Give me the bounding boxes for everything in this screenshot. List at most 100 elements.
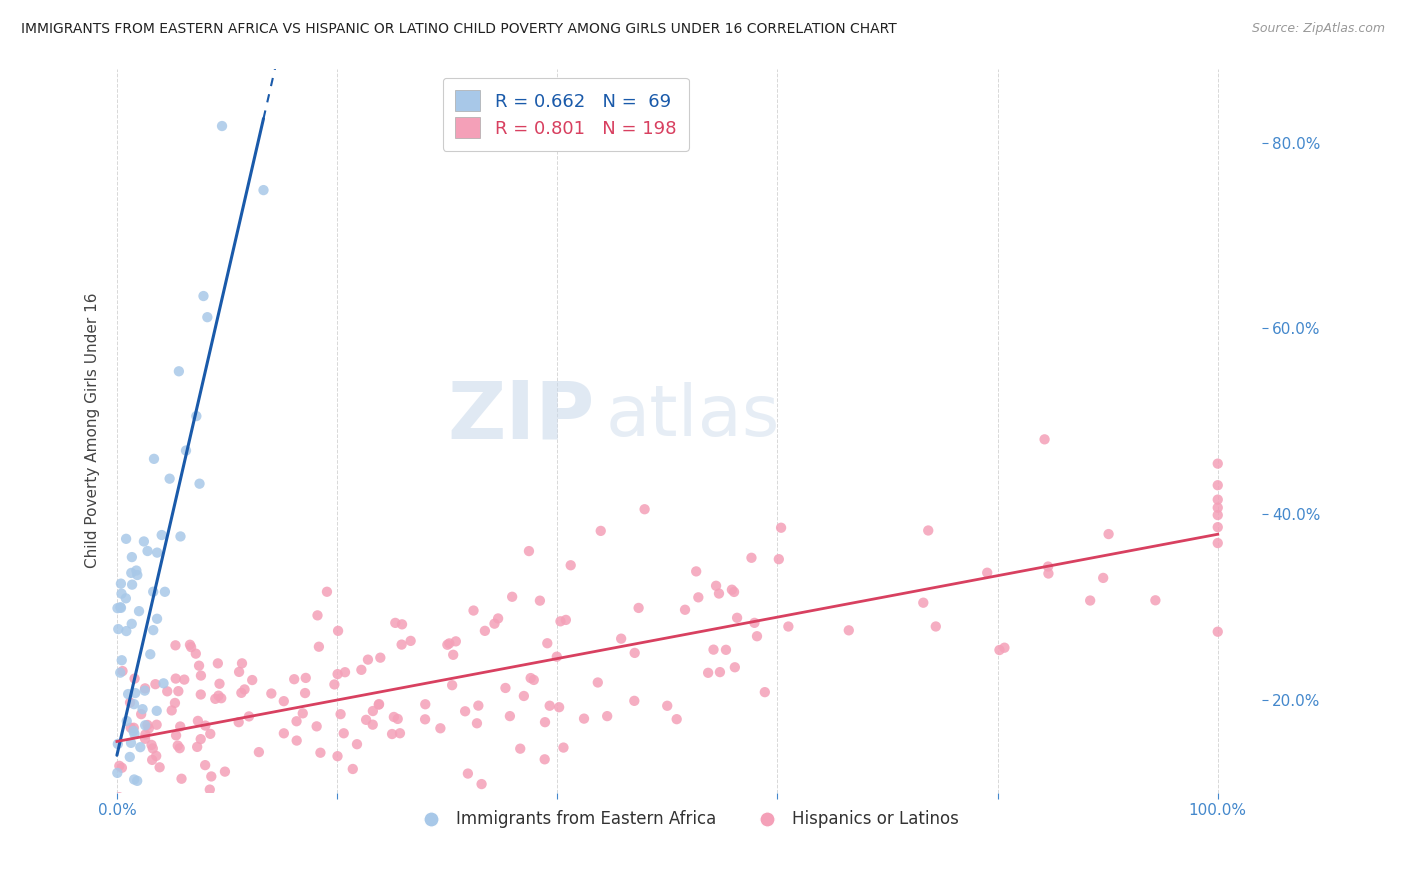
Point [129, 707, 152, 722]
Point [589, 524, 612, 538]
Point [534, 715, 557, 730]
Point [107, 831, 129, 846]
Point [1206, 624, 1229, 639]
Point [329, 707, 352, 722]
Point [125, 564, 148, 578]
Point [260, 807, 283, 822]
Point [291, 706, 314, 721]
Point [474, 624, 496, 638]
Point [115, 714, 138, 728]
Point [1206, 508, 1229, 522]
Text: Source: ZipAtlas.com: Source: ZipAtlas.com [1251, 22, 1385, 36]
Point [124, 686, 146, 700]
Point [1036, 559, 1059, 574]
Point [770, 521, 793, 535]
Point [550, 615, 572, 629]
Point [1206, 457, 1229, 471]
Point [307, 608, 329, 623]
Point [413, 712, 436, 726]
Point [145, 704, 167, 718]
Point [117, 827, 139, 841]
Point [190, 732, 212, 747]
Point [134, 683, 156, 698]
Point [623, 646, 645, 660]
Point [200, 727, 222, 741]
Point [180, 640, 202, 654]
Point [294, 671, 316, 685]
Point [509, 741, 531, 756]
Point [211, 119, 233, 133]
Point [536, 636, 558, 650]
Point [714, 643, 737, 657]
Point [127, 773, 149, 788]
Point [326, 624, 349, 638]
Point [120, 721, 142, 735]
Point [721, 582, 744, 597]
Point [111, 832, 134, 847]
Point [465, 716, 488, 731]
Point [145, 748, 167, 763]
Point [976, 566, 998, 580]
Point [702, 642, 724, 657]
Point [560, 558, 582, 573]
Point [1092, 571, 1115, 585]
Point [142, 741, 165, 756]
Point [134, 731, 156, 746]
Point [131, 702, 153, 716]
Point [170, 772, 193, 786]
Point [110, 600, 132, 615]
Point [925, 619, 948, 633]
Point [484, 616, 506, 631]
Point [725, 611, 748, 625]
Point [724, 660, 747, 674]
Point [186, 739, 208, 754]
Point [138, 722, 160, 736]
Point [333, 665, 356, 680]
Point [200, 769, 222, 783]
Point [139, 647, 162, 661]
Point [165, 672, 187, 686]
Point [704, 579, 727, 593]
Point [912, 596, 935, 610]
Point [294, 686, 316, 700]
Point [707, 586, 730, 600]
Point [110, 576, 132, 591]
Point [252, 183, 274, 197]
Point [429, 721, 451, 735]
Point [122, 826, 145, 840]
Point [273, 694, 295, 708]
Point [231, 686, 253, 700]
Point [494, 681, 516, 695]
Point [122, 772, 145, 787]
Point [623, 694, 645, 708]
Point [685, 565, 707, 579]
Point [167, 684, 190, 698]
Point [441, 648, 464, 662]
Point [533, 752, 555, 766]
Point [326, 667, 349, 681]
Legend: Immigrants from Eastern Africa, Hispanics or Latinos: Immigrants from Eastern Africa, Hispanic… [408, 804, 965, 835]
Point [135, 796, 157, 810]
Point [134, 727, 156, 741]
Point [188, 476, 211, 491]
Point [993, 640, 1015, 655]
Point [370, 650, 392, 665]
Point [454, 704, 477, 718]
Point [326, 749, 349, 764]
Point [105, 832, 128, 847]
Point [187, 714, 209, 728]
Point [697, 665, 720, 680]
Point [107, 601, 129, 615]
Point [285, 733, 308, 747]
Point [169, 741, 191, 756]
Point [838, 624, 860, 638]
Point [120, 566, 142, 580]
Point [143, 451, 166, 466]
Point [127, 568, 149, 582]
Point [1206, 536, 1229, 550]
Point [111, 664, 134, 678]
Point [120, 736, 142, 750]
Point [436, 638, 458, 652]
Point [163, 696, 186, 710]
Point [361, 717, 384, 731]
